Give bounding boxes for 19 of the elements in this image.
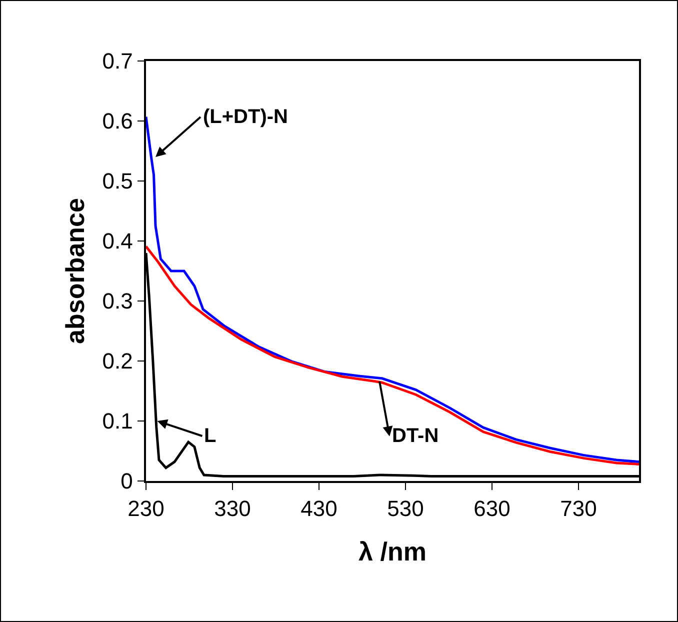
y-axis-title: absorbance	[60, 198, 90, 344]
x-tick-label: 330	[214, 496, 251, 522]
annotation: L	[204, 425, 216, 447]
x-tick-label: 230	[128, 496, 164, 522]
annotation: (L+DT)-N	[203, 106, 288, 128]
x-tick-label: 730	[560, 496, 597, 522]
y-tick-label: 0	[120, 468, 133, 494]
x-axis-title: λ /nm	[358, 536, 426, 566]
y-tick-label: 0.4	[102, 228, 133, 254]
y-tick-label: 0.1	[102, 408, 133, 434]
x-tick-label: 530	[387, 496, 424, 522]
x-tick-label: 430	[300, 496, 338, 522]
annotation: DT-N	[392, 425, 439, 447]
y-tick-label: 0.7	[102, 48, 133, 74]
y-tick-label: 0.2	[102, 348, 133, 374]
y-tick-label: 0.6	[102, 108, 133, 134]
y-tick-label: 0.5	[102, 168, 133, 194]
y-tick-label: 0.3	[102, 288, 133, 314]
x-tick-label: 630	[474, 496, 510, 522]
